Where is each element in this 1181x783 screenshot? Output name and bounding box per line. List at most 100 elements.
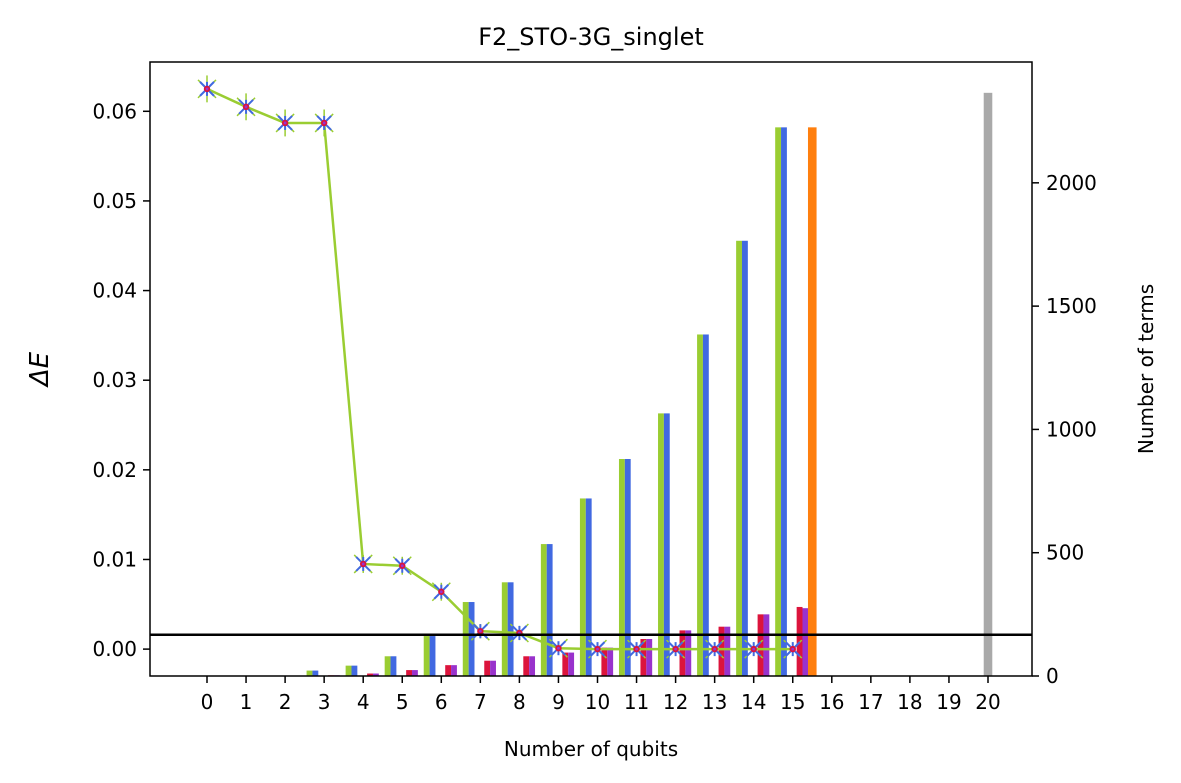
bar-series-2-14 xyxy=(757,614,764,676)
bar-series-0-10 xyxy=(579,498,586,676)
bar-series-1-12 xyxy=(663,413,670,676)
bar-series-1-3 xyxy=(312,670,319,676)
right-tick-label-2: 1000 xyxy=(1046,417,1097,441)
bar-series-1-13 xyxy=(702,334,709,676)
right-tick-label-3: 1500 xyxy=(1046,294,1097,318)
bar-series-0-7 xyxy=(462,602,469,676)
special-bar-0 xyxy=(807,127,817,676)
bar-series-2-5 xyxy=(406,670,413,676)
right-tick-label-4: 2000 xyxy=(1046,171,1097,195)
left-tick-label-4: 0.04 xyxy=(92,279,137,303)
special-bar-1 xyxy=(983,92,993,676)
axes-layer: 0 1 2 3 4 5 6 7 8 9 10 11 12 13 14 15 16 17 18 19 200.000.01… xyxy=(92,99,1096,714)
marker-core-10 xyxy=(596,647,599,651)
bar-series-1-4 xyxy=(351,665,358,676)
marker-core-1 xyxy=(244,105,248,109)
bar-series-2-10 xyxy=(601,647,608,676)
bars-layer xyxy=(267,92,993,677)
x-axis-label: Number of qubits xyxy=(504,737,678,761)
delta-e-line xyxy=(206,87,793,651)
bar-series-0-11 xyxy=(618,459,625,676)
bar-series-0-4 xyxy=(345,665,352,676)
left-tick-label-0: 0.00 xyxy=(92,637,137,661)
bar-series-0-9 xyxy=(540,544,547,676)
bar-series-0-8 xyxy=(501,582,508,676)
plot-frame xyxy=(149,61,1033,677)
x-tick-label-6: 6 xyxy=(435,690,448,714)
left-axis-label: ΔE xyxy=(25,351,55,388)
bar-series-3-10 xyxy=(607,647,614,676)
bar-series-3-8 xyxy=(529,656,536,676)
x-tick-label-10: 10 xyxy=(585,690,610,714)
bar-series-0-14 xyxy=(736,240,742,677)
left-tick-label-5: 0.05 xyxy=(92,189,137,213)
bar-series-3-14 xyxy=(763,614,770,676)
bar-series-2-8 xyxy=(523,656,530,676)
right-axis-label: Number of terms xyxy=(1134,284,1158,454)
bar-series-3-9 xyxy=(568,652,575,676)
x-tick-label-12: 12 xyxy=(663,690,688,714)
bar-series-1-9 xyxy=(546,544,553,676)
bar-series-3-5 xyxy=(412,670,418,676)
bar-series-2-6 xyxy=(445,665,452,676)
left-tick-label-1: 0.01 xyxy=(92,547,137,571)
right-tick-label-1: 500 xyxy=(1046,541,1084,565)
marker-core-6 xyxy=(439,590,443,594)
line-layer xyxy=(197,75,803,659)
bar-series-0-15 xyxy=(775,127,782,676)
bar-series-3-4 xyxy=(372,673,379,676)
marker-core-11 xyxy=(635,647,638,651)
right-tick-label-0: 0 xyxy=(1046,664,1059,688)
x-tick-label-7: 7 xyxy=(474,690,487,714)
x-tick-label-3: 3 xyxy=(318,690,331,714)
x-tick-label-14: 14 xyxy=(741,690,766,714)
bar-series-1-5 xyxy=(390,656,397,676)
marker-core-5 xyxy=(400,564,404,568)
left-tick-label-3: 0.03 xyxy=(92,368,137,392)
x-tick-label-11: 11 xyxy=(624,690,649,714)
bar-series-1-11 xyxy=(624,459,631,676)
bar-series-2-9 xyxy=(562,652,569,676)
bar-series-3-12 xyxy=(685,630,692,676)
x-tick-label-17: 17 xyxy=(858,690,883,714)
bar-series-0-6 xyxy=(423,636,430,676)
bar-series-2-11 xyxy=(640,639,647,676)
x-tick-label-1: 1 xyxy=(240,690,253,714)
marker-core-14 xyxy=(752,647,756,651)
bar-series-1-15 xyxy=(781,127,787,676)
bar-series-3-15 xyxy=(802,608,809,676)
marker-core-12 xyxy=(674,647,677,651)
x-tick-label-0: 0 xyxy=(201,690,214,714)
left-tick-label-6: 0.06 xyxy=(92,99,137,123)
bar-series-2-13 xyxy=(718,626,725,676)
x-tick-label-5: 5 xyxy=(396,690,409,714)
marker-core-4 xyxy=(361,562,365,566)
bar-series-1-10 xyxy=(585,498,592,676)
marker-core-15 xyxy=(791,647,795,651)
bar-series-2-4 xyxy=(367,673,373,676)
x-tick-label-2: 2 xyxy=(279,690,292,714)
bar-series-3-13 xyxy=(724,626,731,676)
bar-series-3-6 xyxy=(451,665,457,676)
x-tick-label-15: 15 xyxy=(780,690,805,714)
bar-series-0-3 xyxy=(306,670,313,676)
x-tick-label-16: 16 xyxy=(819,690,844,714)
chart-title: F2_STO-3G_singlet xyxy=(478,23,704,51)
marker-core-0 xyxy=(205,87,209,91)
bar-series-0-13 xyxy=(697,334,703,676)
x-tick-label-19: 19 xyxy=(936,690,961,714)
bar-series-0-5 xyxy=(384,656,391,676)
x-tick-label-9: 9 xyxy=(552,690,565,714)
x-tick-label-8: 8 xyxy=(513,690,526,714)
marker-core-7 xyxy=(478,629,482,633)
x-tick-label-4: 4 xyxy=(357,690,370,714)
bar-series-1-14 xyxy=(741,240,748,677)
bar-series-2-12 xyxy=(679,630,686,676)
x-tick-label-13: 13 xyxy=(702,690,727,714)
marker-core-2 xyxy=(283,121,287,125)
bar-series-3-11 xyxy=(646,639,653,676)
bar-series-3-7 xyxy=(490,660,496,676)
x-tick-label-20: 20 xyxy=(975,690,1000,714)
bar-series-2-7 xyxy=(484,660,491,676)
